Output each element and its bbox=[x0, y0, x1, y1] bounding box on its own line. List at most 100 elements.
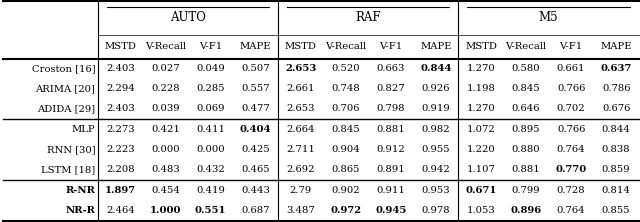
Text: 0.881: 0.881 bbox=[511, 165, 540, 174]
Text: 0.748: 0.748 bbox=[332, 84, 360, 93]
Text: 0.859: 0.859 bbox=[602, 165, 630, 174]
Text: 2.711: 2.711 bbox=[286, 145, 315, 155]
Text: 0.838: 0.838 bbox=[602, 145, 630, 155]
Text: 0.285: 0.285 bbox=[196, 84, 225, 93]
Text: 0.661: 0.661 bbox=[557, 64, 586, 73]
Text: 0.955: 0.955 bbox=[422, 145, 450, 155]
Text: 1.198: 1.198 bbox=[467, 84, 495, 93]
Text: 0.891: 0.891 bbox=[376, 165, 405, 174]
Text: 0.580: 0.580 bbox=[512, 64, 540, 73]
Text: V-Recall: V-Recall bbox=[145, 42, 186, 51]
Text: 1.072: 1.072 bbox=[467, 125, 495, 135]
Text: 2.692: 2.692 bbox=[287, 165, 315, 174]
Text: 0.978: 0.978 bbox=[422, 206, 450, 215]
Text: 0.798: 0.798 bbox=[376, 104, 405, 113]
Text: 0.814: 0.814 bbox=[602, 186, 630, 195]
Text: 2.223: 2.223 bbox=[106, 145, 135, 155]
Text: 0.069: 0.069 bbox=[196, 104, 225, 113]
Text: V-Recall: V-Recall bbox=[325, 42, 366, 51]
Text: 2.79: 2.79 bbox=[289, 186, 312, 195]
Text: 0.845: 0.845 bbox=[511, 84, 540, 93]
Text: 0.896: 0.896 bbox=[511, 206, 541, 215]
Text: 1.107: 1.107 bbox=[467, 165, 495, 174]
Text: 0.945: 0.945 bbox=[375, 206, 406, 215]
Text: 0.895: 0.895 bbox=[512, 125, 540, 135]
Text: 0.912: 0.912 bbox=[376, 145, 405, 155]
Text: 0.477: 0.477 bbox=[241, 104, 270, 113]
Text: 1.897: 1.897 bbox=[105, 186, 136, 195]
Text: 0.942: 0.942 bbox=[422, 165, 451, 174]
Text: MAPE: MAPE bbox=[240, 42, 271, 51]
Text: 0.049: 0.049 bbox=[196, 64, 225, 73]
Text: 0.799: 0.799 bbox=[512, 186, 540, 195]
Text: V-F1: V-F1 bbox=[380, 42, 403, 51]
Text: 0.454: 0.454 bbox=[151, 186, 180, 195]
Text: Croston [16]: Croston [16] bbox=[32, 64, 95, 73]
Text: 1.053: 1.053 bbox=[467, 206, 495, 215]
Text: 0.425: 0.425 bbox=[241, 145, 270, 155]
Text: V-Recall: V-Recall bbox=[506, 42, 547, 51]
Text: 0.027: 0.027 bbox=[151, 64, 180, 73]
Text: 0.855: 0.855 bbox=[602, 206, 630, 215]
Text: MSTD: MSTD bbox=[285, 42, 317, 51]
Text: V-F1: V-F1 bbox=[199, 42, 222, 51]
Text: 0.520: 0.520 bbox=[332, 64, 360, 73]
Text: 0.902: 0.902 bbox=[332, 186, 360, 195]
Text: 0.039: 0.039 bbox=[151, 104, 180, 113]
Text: 0.702: 0.702 bbox=[557, 104, 586, 113]
Text: R-NR: R-NR bbox=[65, 186, 95, 195]
Text: 0.764: 0.764 bbox=[557, 206, 586, 215]
Text: 1.000: 1.000 bbox=[150, 206, 181, 215]
Text: 0.411: 0.411 bbox=[196, 125, 225, 135]
Text: 1.270: 1.270 bbox=[467, 64, 495, 73]
Text: 0.770: 0.770 bbox=[556, 165, 587, 174]
Text: 0.557: 0.557 bbox=[241, 84, 270, 93]
Text: 0.000: 0.000 bbox=[196, 145, 225, 155]
Text: 0.953: 0.953 bbox=[422, 186, 450, 195]
Text: 0.706: 0.706 bbox=[332, 104, 360, 113]
Text: 2.464: 2.464 bbox=[106, 206, 135, 215]
Text: 0.443: 0.443 bbox=[241, 186, 270, 195]
Text: 0.000: 0.000 bbox=[151, 145, 180, 155]
Text: 0.865: 0.865 bbox=[332, 165, 360, 174]
Text: 0.880: 0.880 bbox=[512, 145, 540, 155]
Text: MAPE: MAPE bbox=[420, 42, 452, 51]
Text: 3.487: 3.487 bbox=[286, 206, 315, 215]
Text: 0.637: 0.637 bbox=[600, 64, 632, 73]
Text: 1.270: 1.270 bbox=[467, 104, 495, 113]
Text: 0.421: 0.421 bbox=[151, 125, 180, 135]
Text: 0.663: 0.663 bbox=[377, 64, 405, 73]
Text: 0.845: 0.845 bbox=[332, 125, 360, 135]
Text: 0.919: 0.919 bbox=[422, 104, 451, 113]
Text: MLP: MLP bbox=[72, 125, 95, 135]
Text: 2.294: 2.294 bbox=[106, 84, 135, 93]
Text: V-F1: V-F1 bbox=[559, 42, 583, 51]
Text: 0.676: 0.676 bbox=[602, 104, 630, 113]
Text: MSTD: MSTD bbox=[104, 42, 136, 51]
Text: 0.764: 0.764 bbox=[557, 145, 586, 155]
Text: 0.911: 0.911 bbox=[376, 186, 405, 195]
Text: 0.228: 0.228 bbox=[151, 84, 180, 93]
Text: 0.881: 0.881 bbox=[376, 125, 405, 135]
Text: 0.507: 0.507 bbox=[241, 64, 270, 73]
Text: 0.728: 0.728 bbox=[557, 186, 586, 195]
Text: RAF: RAF bbox=[355, 12, 381, 24]
Text: 0.904: 0.904 bbox=[332, 145, 360, 155]
Text: MSTD: MSTD bbox=[465, 42, 497, 51]
Text: 2.403: 2.403 bbox=[106, 104, 135, 113]
Text: NR-R: NR-R bbox=[65, 206, 95, 215]
Text: 2.208: 2.208 bbox=[106, 165, 135, 174]
Text: 0.687: 0.687 bbox=[241, 206, 270, 215]
Text: 2.661: 2.661 bbox=[287, 84, 315, 93]
Text: 0.419: 0.419 bbox=[196, 186, 225, 195]
Text: 0.926: 0.926 bbox=[422, 84, 450, 93]
Text: 0.465: 0.465 bbox=[241, 165, 270, 174]
Text: 2.664: 2.664 bbox=[287, 125, 315, 135]
Text: 0.844: 0.844 bbox=[420, 64, 452, 73]
Text: 0.432: 0.432 bbox=[196, 165, 225, 174]
Text: LSTM [18]: LSTM [18] bbox=[41, 165, 95, 174]
Text: 0.671: 0.671 bbox=[465, 186, 497, 195]
Text: 2.653: 2.653 bbox=[285, 64, 316, 73]
Text: ADIDA [29]: ADIDA [29] bbox=[37, 104, 95, 113]
Text: 0.766: 0.766 bbox=[557, 125, 586, 135]
